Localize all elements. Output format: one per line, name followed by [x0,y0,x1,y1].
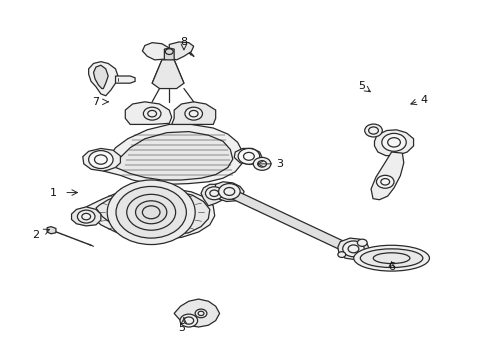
Circle shape [376,175,394,188]
Circle shape [136,201,167,224]
Circle shape [195,309,207,318]
Circle shape [205,187,223,200]
Polygon shape [374,130,414,156]
Circle shape [338,252,345,257]
Polygon shape [174,299,220,327]
Polygon shape [152,60,184,89]
Circle shape [253,157,271,170]
Ellipse shape [360,249,423,267]
Circle shape [238,148,260,164]
Polygon shape [181,43,186,45]
Polygon shape [234,148,262,165]
Circle shape [357,239,367,246]
Circle shape [382,134,406,151]
Text: 4: 4 [420,95,427,105]
Polygon shape [86,188,215,239]
Polygon shape [103,125,243,184]
Circle shape [365,124,382,137]
Polygon shape [215,182,244,202]
Text: 5: 5 [358,81,365,91]
Polygon shape [125,102,172,125]
Circle shape [107,180,195,244]
Ellipse shape [354,245,429,271]
Circle shape [185,107,202,120]
Polygon shape [201,184,228,206]
Text: 2: 2 [32,230,39,239]
Text: 3: 3 [277,159,284,169]
Text: 1: 1 [50,188,57,198]
Circle shape [116,186,186,238]
Polygon shape [83,148,121,171]
Circle shape [180,314,197,327]
Circle shape [343,241,364,257]
Polygon shape [89,62,118,96]
Circle shape [89,150,113,168]
Polygon shape [226,189,351,252]
Text: 5: 5 [178,323,185,333]
Polygon shape [72,207,101,226]
Polygon shape [338,238,369,260]
Polygon shape [169,42,194,60]
Text: 7: 7 [93,97,99,107]
Circle shape [144,107,161,120]
Text: 6: 6 [388,262,395,272]
Polygon shape [94,65,108,89]
Polygon shape [143,42,169,60]
Polygon shape [96,190,210,235]
Polygon shape [172,102,216,125]
Polygon shape [371,152,404,200]
Polygon shape [47,226,56,234]
Text: 8: 8 [180,37,188,47]
Circle shape [219,184,240,199]
Polygon shape [116,132,233,180]
Polygon shape [116,76,135,83]
Polygon shape [164,48,174,61]
Circle shape [77,210,95,223]
